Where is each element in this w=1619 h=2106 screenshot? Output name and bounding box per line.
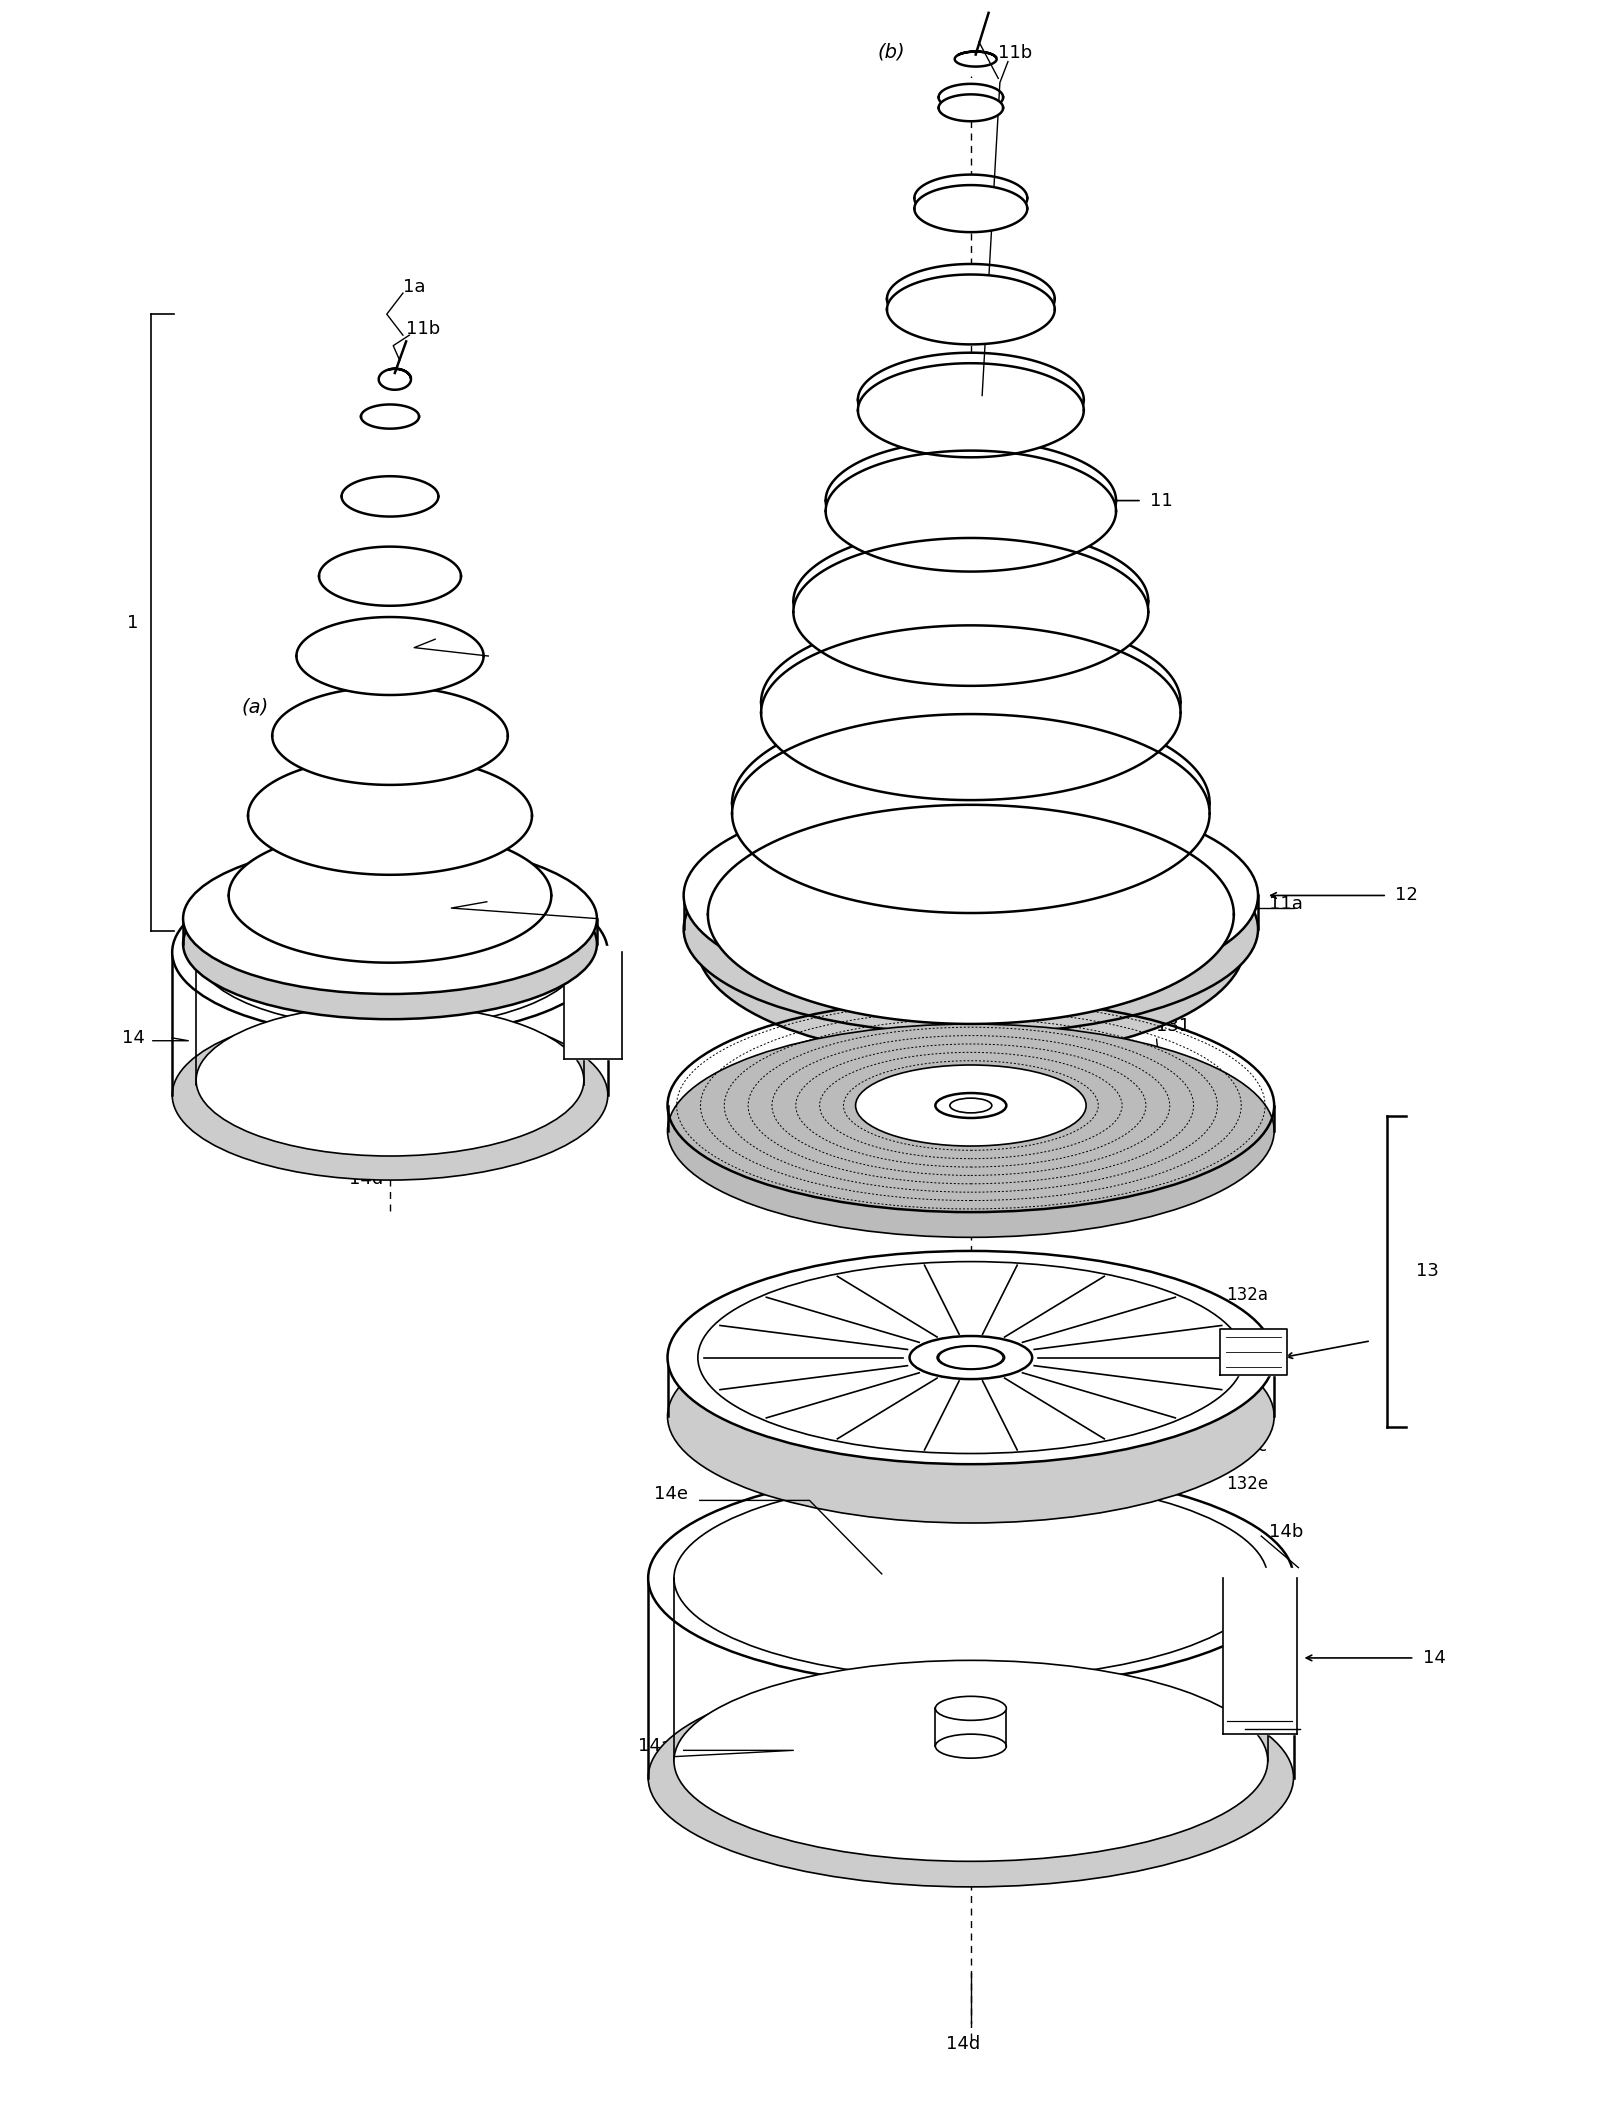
Text: 12: 12	[487, 889, 510, 906]
Text: 14: 14	[121, 1030, 144, 1047]
Ellipse shape	[858, 352, 1083, 446]
Text: 11b: 11b	[999, 44, 1033, 61]
Text: 14d: 14d	[348, 1171, 384, 1188]
Ellipse shape	[674, 1478, 1268, 1678]
Ellipse shape	[248, 756, 533, 874]
Text: 14a: 14a	[638, 1737, 672, 1754]
Ellipse shape	[939, 84, 1004, 112]
Ellipse shape	[950, 1097, 992, 1112]
Text: 11: 11	[436, 625, 458, 644]
Ellipse shape	[674, 1660, 1268, 1862]
Ellipse shape	[858, 362, 1083, 457]
Text: 132e: 132e	[1226, 1474, 1268, 1493]
Ellipse shape	[855, 1066, 1086, 1146]
Ellipse shape	[949, 887, 994, 903]
Ellipse shape	[939, 1346, 1004, 1369]
Ellipse shape	[937, 1346, 1004, 1369]
Ellipse shape	[667, 1310, 1274, 1523]
Ellipse shape	[683, 823, 1258, 1034]
Text: 14d: 14d	[945, 2034, 979, 2053]
Ellipse shape	[793, 526, 1148, 676]
Ellipse shape	[708, 794, 1234, 1013]
Ellipse shape	[172, 1011, 607, 1179]
Ellipse shape	[667, 1251, 1274, 1464]
Ellipse shape	[228, 828, 552, 962]
Ellipse shape	[172, 868, 607, 1038]
Ellipse shape	[732, 714, 1209, 914]
Ellipse shape	[826, 451, 1115, 571]
Ellipse shape	[272, 687, 508, 786]
Text: (b): (b)	[877, 42, 905, 61]
Ellipse shape	[761, 625, 1180, 800]
Ellipse shape	[196, 876, 584, 1028]
Ellipse shape	[936, 1695, 1007, 1721]
Ellipse shape	[732, 703, 1209, 903]
Polygon shape	[1222, 1567, 1297, 1733]
Polygon shape	[1219, 1329, 1287, 1375]
Ellipse shape	[708, 804, 1234, 1024]
Ellipse shape	[183, 842, 597, 994]
Text: 132: 132	[1226, 1323, 1258, 1342]
Ellipse shape	[887, 263, 1054, 335]
Ellipse shape	[696, 830, 1245, 1057]
Text: 131: 131	[1156, 1017, 1190, 1034]
Ellipse shape	[342, 476, 439, 516]
Text: 12: 12	[1396, 887, 1418, 903]
Text: 11a: 11a	[1269, 895, 1303, 912]
Ellipse shape	[361, 404, 419, 430]
Ellipse shape	[696, 800, 1245, 1028]
Text: 132a: 132a	[1226, 1285, 1268, 1304]
Ellipse shape	[648, 1668, 1294, 1887]
Polygon shape	[565, 946, 622, 1059]
Ellipse shape	[648, 1468, 1294, 1687]
Ellipse shape	[933, 880, 1010, 910]
Ellipse shape	[915, 175, 1028, 221]
Ellipse shape	[319, 548, 461, 607]
Ellipse shape	[910, 1335, 1033, 1379]
Ellipse shape	[667, 1024, 1274, 1238]
Text: 11: 11	[1149, 491, 1172, 510]
Ellipse shape	[196, 1005, 584, 1156]
Text: 132d: 132d	[1226, 1398, 1268, 1417]
Ellipse shape	[826, 440, 1115, 560]
Ellipse shape	[364, 910, 416, 929]
Ellipse shape	[936, 1733, 1007, 1759]
Ellipse shape	[761, 615, 1180, 790]
Ellipse shape	[887, 274, 1054, 345]
Text: 1: 1	[126, 613, 138, 632]
Ellipse shape	[793, 537, 1148, 687]
Text: 14: 14	[1423, 1649, 1446, 1668]
Ellipse shape	[939, 95, 1004, 122]
Text: 14c: 14c	[1253, 1716, 1285, 1733]
Ellipse shape	[683, 790, 1258, 1000]
Ellipse shape	[296, 617, 484, 695]
Text: 1a: 1a	[403, 278, 426, 295]
Ellipse shape	[183, 868, 597, 1019]
Ellipse shape	[936, 1093, 1007, 1118]
Text: 14e: 14e	[654, 1485, 688, 1504]
Text: 14b: 14b	[1269, 1523, 1303, 1542]
Text: 13: 13	[1417, 1261, 1439, 1280]
Text: 132b: 132b	[1226, 1360, 1268, 1379]
Text: 11b: 11b	[406, 320, 440, 337]
Text: (a): (a)	[241, 697, 269, 716]
Text: 132c: 132c	[1226, 1436, 1266, 1455]
Ellipse shape	[915, 185, 1028, 232]
Text: 131a: 131a	[1156, 1150, 1201, 1167]
